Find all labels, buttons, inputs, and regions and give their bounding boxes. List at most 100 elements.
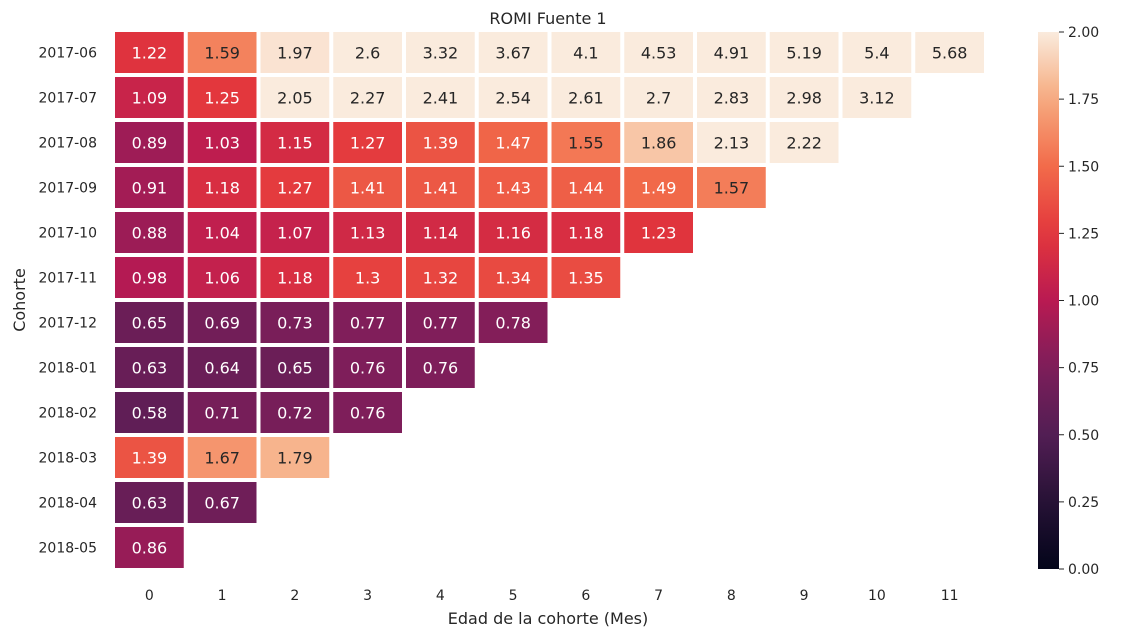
cell-value-label: 4.91 xyxy=(714,44,750,63)
cell-value-label: 0.78 xyxy=(495,314,531,333)
heatmap-cell xyxy=(333,257,402,298)
y-tick-label: 2017-11 xyxy=(39,271,98,287)
cell-value-label: 1.35 xyxy=(568,269,604,288)
x-tick-label: 6 xyxy=(581,588,590,604)
heatmap-cell xyxy=(697,167,766,208)
heatmap-cell xyxy=(333,122,402,163)
heatmap-cell xyxy=(333,77,402,118)
cell-value-label: 1.27 xyxy=(350,134,386,153)
heatmap-cell xyxy=(333,212,402,253)
cell-value-label: 2.98 xyxy=(786,89,822,108)
heatmap-cell xyxy=(769,32,839,73)
cell-value-label: 1.13 xyxy=(350,224,386,243)
cell-value-label: 0.73 xyxy=(277,314,313,333)
heatmap-cell xyxy=(187,347,257,388)
cell-value-label: 1.27 xyxy=(277,179,313,198)
colorbar-tick-label: 0.75 xyxy=(1068,361,1099,377)
x-tick-label: 5 xyxy=(509,588,518,604)
cell-value-label: 0.88 xyxy=(132,224,168,243)
heatmap-cell xyxy=(842,32,912,73)
cell-value-label: 1.3 xyxy=(355,269,380,288)
cell-value-label: 1.15 xyxy=(277,134,313,153)
colorbar-tick-label: 1.25 xyxy=(1068,226,1099,242)
x-axis-label: Edad de la cohorte (Mes) xyxy=(448,609,649,628)
cell-value-label: 5.19 xyxy=(786,44,822,63)
heatmap-cell xyxy=(478,167,548,208)
cell-value-label: 1.23 xyxy=(641,224,677,243)
cell-value-label: 1.32 xyxy=(423,269,459,288)
heatmap-cell xyxy=(551,212,621,253)
heatmap-cell xyxy=(260,167,330,208)
cell-value-label: 1.39 xyxy=(423,134,459,153)
cell-value-label: 0.69 xyxy=(204,314,240,333)
heatmap-cell xyxy=(697,32,766,73)
cell-value-label: 1.18 xyxy=(568,224,604,243)
heatmap-cell xyxy=(187,212,257,253)
y-axis-label: Cohorte xyxy=(10,268,29,332)
colorbar-tick-label: 0.25 xyxy=(1068,495,1099,511)
heatmap-cell xyxy=(551,32,621,73)
heatmap-cell xyxy=(406,77,475,118)
cell-value-label: 1.55 xyxy=(568,134,604,153)
y-tick-label: 2017-10 xyxy=(39,226,98,242)
cell-value-label: 1.67 xyxy=(204,449,240,468)
heatmap-cell xyxy=(187,392,257,433)
cell-value-label: 0.58 xyxy=(132,404,168,423)
colorbar-tick-label: 1.00 xyxy=(1068,294,1099,310)
cell-value-label: 0.63 xyxy=(132,359,168,378)
cell-value-label: 0.77 xyxy=(350,314,386,333)
heatmap-cell xyxy=(406,212,475,253)
heatmap-cell xyxy=(260,347,330,388)
heatmap-cell xyxy=(333,347,402,388)
cell-value-label: 2.27 xyxy=(350,89,386,108)
colorbar-gradient xyxy=(1038,32,1059,569)
heatmap-cell xyxy=(187,437,257,478)
cell-value-label: 1.43 xyxy=(495,179,531,198)
heatmap-cell xyxy=(260,212,330,253)
heatmap-cell xyxy=(115,32,184,73)
cell-value-label: 0.77 xyxy=(423,314,459,333)
cell-value-label: 1.59 xyxy=(204,44,240,63)
x-tick-label: 8 xyxy=(727,588,736,604)
cell-value-label: 0.76 xyxy=(423,359,459,378)
cell-value-label: 2.83 xyxy=(714,89,750,108)
cell-value-label: 0.76 xyxy=(350,404,386,423)
cell-value-label: 1.18 xyxy=(204,179,240,198)
heatmap-cell xyxy=(187,257,257,298)
y-tick-label: 2017-08 xyxy=(39,136,98,152)
y-tick-label: 2018-04 xyxy=(39,496,98,512)
heatmap-cell xyxy=(115,257,184,298)
heatmap-cell xyxy=(115,437,184,478)
cell-value-label: 0.65 xyxy=(132,314,168,333)
heatmap-cell xyxy=(115,77,184,118)
cell-value-label: 1.22 xyxy=(132,44,168,63)
y-tick-label: 2017-09 xyxy=(39,181,98,197)
heatmap-cell xyxy=(406,122,475,163)
y-tick-label: 2018-02 xyxy=(39,406,98,422)
cell-value-label: 0.67 xyxy=(204,494,240,513)
x-tick-label: 1 xyxy=(218,588,227,604)
colorbar-tick-label: 0.00 xyxy=(1068,562,1099,578)
heatmap-cell xyxy=(187,32,257,73)
cell-value-label: 4.53 xyxy=(641,44,677,63)
heatmap-cell xyxy=(697,77,766,118)
cell-value-label: 2.54 xyxy=(495,89,531,108)
y-tick-label: 2017-06 xyxy=(39,46,98,62)
heatmap-cell xyxy=(187,302,257,343)
heatmap-cell xyxy=(478,302,548,343)
heatmap-cell xyxy=(842,77,912,118)
heatmap-cell xyxy=(406,257,475,298)
heatmap-cell xyxy=(697,122,766,163)
cell-value-label: 1.39 xyxy=(132,449,168,468)
cell-value-label: 1.79 xyxy=(277,449,313,468)
cell-value-label: 0.98 xyxy=(132,269,168,288)
cell-value-label: 1.06 xyxy=(204,269,240,288)
cell-value-label: 0.89 xyxy=(132,134,168,153)
cell-value-label: 0.91 xyxy=(132,179,168,198)
heatmap-cell xyxy=(260,257,330,298)
cell-value-label: 2.13 xyxy=(714,134,750,153)
heatmap-cell xyxy=(187,482,257,523)
cell-value-label: 3.32 xyxy=(423,44,459,63)
heatmap-cell xyxy=(624,32,693,73)
heatmap-cell xyxy=(624,212,693,253)
